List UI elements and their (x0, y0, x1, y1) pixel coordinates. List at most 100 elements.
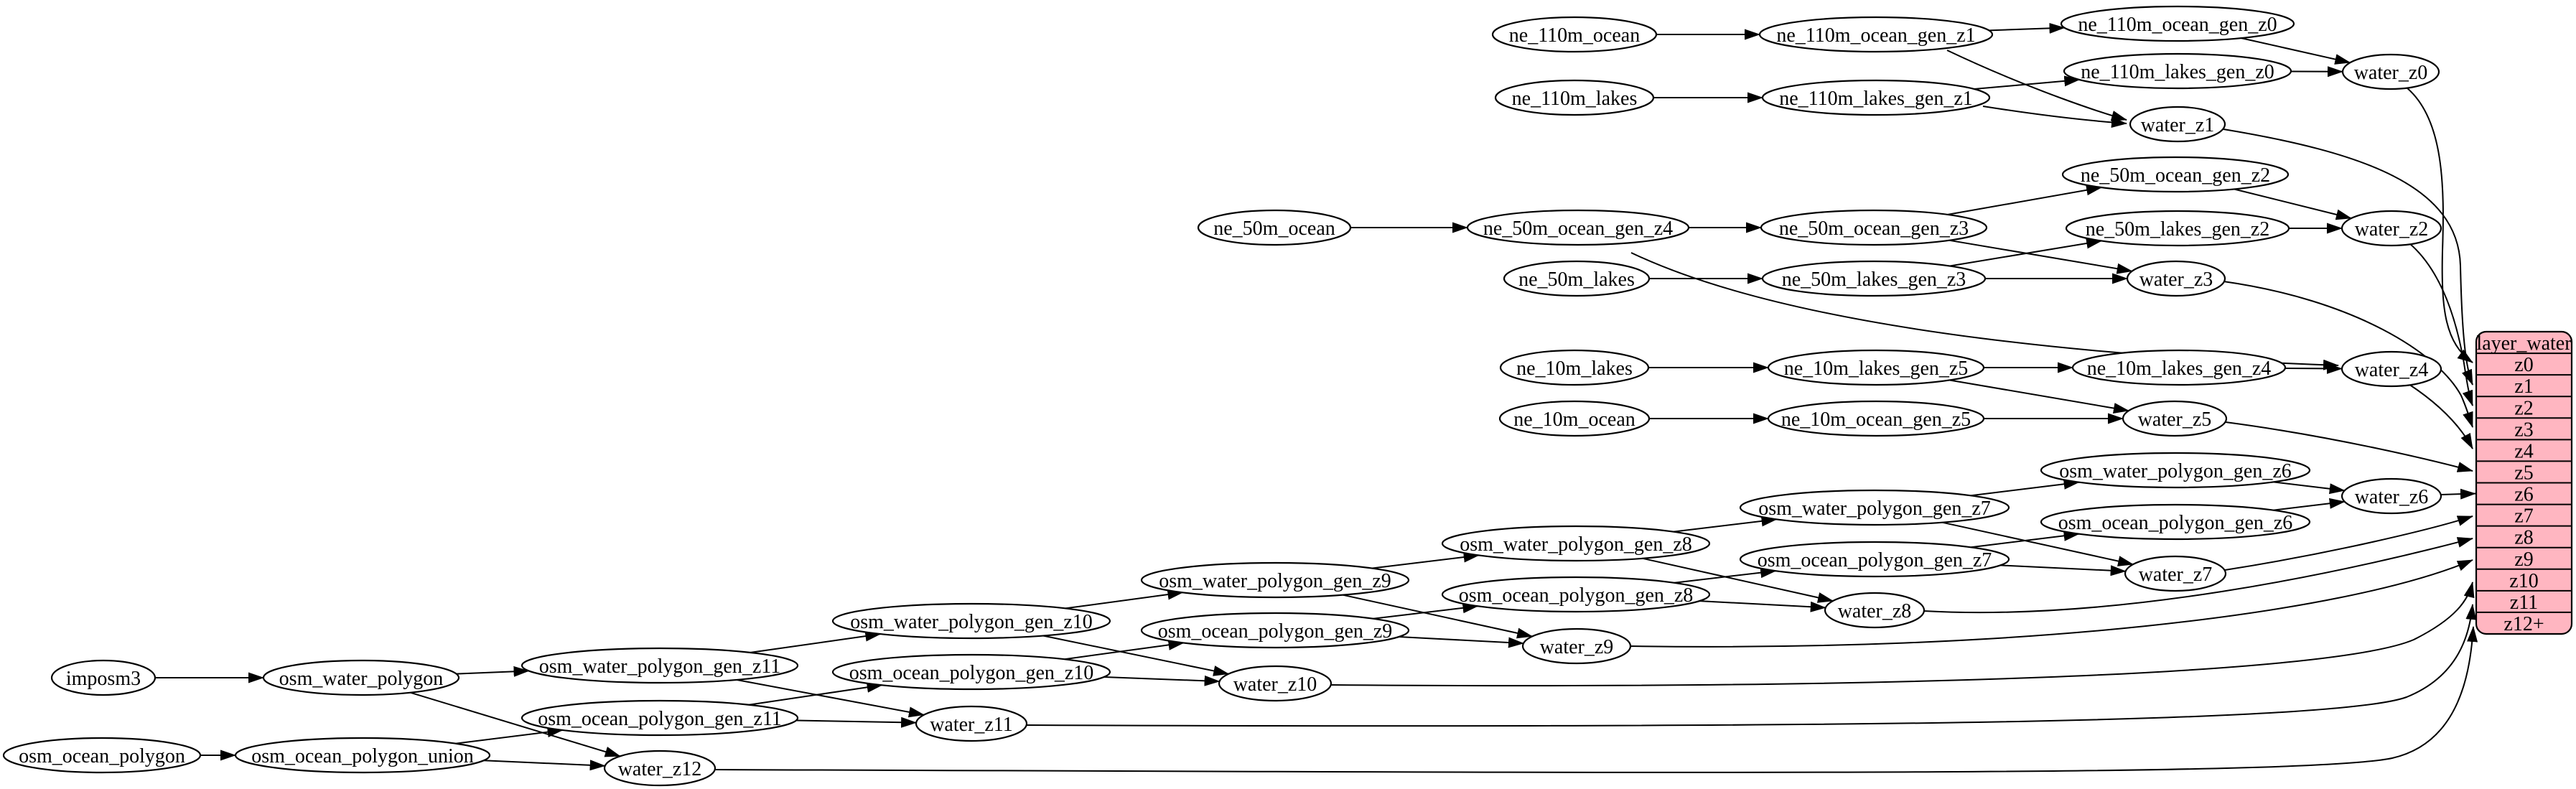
node-osm_ocean_polygon_gen_z6: osm_ocean_polygon_gen_z6 (2040, 503, 2311, 541)
node-ellipse-ne_50m_ocean_gen_z4 (1466, 209, 1690, 246)
node-label-osm_water_polygon_gen_z10: osm_water_polygon_gen_z10 (850, 611, 1093, 633)
layer-water-row-z6: z6 (2514, 484, 2533, 506)
layer-water-row-z2: z2 (2514, 397, 2533, 419)
edge-osm_water_polygon_gen_z7-to-osm_water_polygon_gen_z6 (1971, 478, 2080, 497)
node-ellipse-osm_ocean_polygon_gen_z9 (1140, 612, 1410, 649)
edge-osm_ocean_polygon_gen_z8-to-osm_ocean_polygon_gen_z7 (1674, 567, 1777, 584)
node-ne_110m_ocean: ne_110m_ocean (1491, 16, 1658, 53)
node-ellipse-ne_50m_ocean (1197, 209, 1352, 246)
node-ellipse-ne_10m_ocean (1498, 400, 1651, 437)
edge-osm_water_polygon-to-osm_water_polygon_gen_z11 (456, 666, 530, 677)
node-ne_110m_ocean_gen_z0: ne_110m_ocean_gen_z0 (2060, 5, 2295, 42)
node-label-osm_water_polygon_gen_z9: osm_water_polygon_gen_z9 (1159, 570, 1391, 592)
node-ellipse-ne_110m_ocean_gen_z0 (2060, 5, 2295, 42)
edge-water_z9-to-layer_water-z9 (1629, 559, 2473, 648)
edge-ne_10m_lakes_gen_z5-to-water_z5 (1949, 379, 2129, 414)
edge-osm_ocean_polygon_gen_z11-to-osm_ocean_polygon_gen_z10 (748, 681, 883, 706)
node-ellipse-osm_water_polygon_gen_z10 (831, 602, 1111, 640)
node-ne_50m_ocean_gen_z4: ne_50m_ocean_gen_z4 (1466, 209, 1690, 246)
node-ellipse-water_z6 (2341, 477, 2442, 515)
edge-osm_water_polygon_gen_z8-to-osm_water_polygon_gen_z7 (1673, 515, 1778, 533)
edge-osm_water_polygon_gen_z10-to-osm_water_polygon_gen_z9 (1065, 589, 1184, 610)
edge-water_z6-to-layer_water-z6 (2440, 488, 2476, 500)
node-label-ne_110m_ocean_gen_z1: ne_110m_ocean_gen_z1 (1776, 24, 1975, 47)
layer-water-row-z5: z5 (2514, 462, 2533, 484)
node-label-osm_ocean_polygon_gen_z9: osm_ocean_polygon_gen_z9 (1158, 620, 1393, 643)
edge-osm_ocean_polygon_gen_z10-to-osm_ocean_polygon_gen_z9 (1064, 639, 1185, 660)
node-ellipse-water_z12 (603, 750, 717, 787)
node-ne_50m_lakes_gen_z3: ne_50m_lakes_gen_z3 (1761, 260, 1987, 297)
edge-osm_water_polygon_gen_z9-to-osm_water_polygon_gen_z8 (1372, 551, 1480, 569)
node-ellipse-ne_50m_lakes_gen_z3 (1761, 260, 1987, 297)
edge-ne_50m_ocean_gen_z3-to-ne_50m_ocean_gen_z2 (1947, 185, 2103, 215)
node-label-ne_50m_lakes: ne_50m_lakes (1518, 269, 1635, 291)
node-label-water_z2: water_z2 (2355, 218, 2429, 241)
node-label-water_z3: water_z3 (2139, 269, 2213, 291)
node-osm_ocean_polygon_union: osm_ocean_polygon_union (234, 737, 491, 774)
layer-water-row-z10: z10 (2509, 570, 2538, 592)
layer-water-row-z9: z9 (2514, 548, 2533, 571)
node-ellipse-osm_water_polygon_gen_z7 (1739, 489, 2010, 526)
edge-ne_10m_lakes_gen_z4-to-water_z4 (2285, 363, 2343, 374)
node-ellipse-imposm3 (50, 659, 157, 696)
layer-water-row-z0: z0 (2514, 354, 2533, 376)
edge-ne_110m_lakes_gen_z1-to-water_z1 (1982, 106, 2127, 128)
node-osm_ocean_polygon: osm_ocean_polygon (2, 737, 202, 774)
edge-osm_water_polygon_gen_z8-to-water_z8 (1642, 557, 1834, 603)
node-water_z4: water_z4 (2341, 350, 2442, 388)
layer-water-row-z3: z3 (2514, 419, 2533, 441)
node-imposm3: imposm3 (50, 659, 157, 696)
node-ellipse-osm_ocean_polygon_gen_z11 (521, 699, 799, 737)
node-label-ne_110m_ocean: ne_110m_ocean (1509, 24, 1640, 47)
node-label-ne_50m_lakes_gen_z2: ne_50m_lakes_gen_z2 (2086, 218, 2270, 241)
node-ne_110m_lakes_gen_z0: ne_110m_lakes_gen_z0 (2063, 52, 2292, 90)
node-ellipse-ne_110m_ocean (1491, 16, 1658, 53)
node-ne_110m_lakes_gen_z1: ne_110m_lakes_gen_z1 (1761, 79, 1991, 116)
edges-layer (155, 22, 2478, 773)
node-water_z1: water_z1 (2129, 106, 2226, 143)
node-label-osm_ocean_polygon_gen_z7: osm_ocean_polygon_gen_z7 (1758, 549, 1992, 571)
edge-water_z5-to-layer_water-z5 (2225, 421, 2473, 472)
layer-water-row-z8: z8 (2514, 527, 2533, 549)
node-osm_ocean_polygon_gen_z7: osm_ocean_polygon_gen_z7 (1739, 541, 2010, 578)
node-ne_50m_ocean: ne_50m_ocean (1197, 209, 1352, 246)
node-ne_50m_lakes_gen_z2: ne_50m_lakes_gen_z2 (2065, 210, 2290, 247)
node-ne_10m_lakes_gen_z5: ne_10m_lakes_gen_z5 (1767, 349, 1985, 386)
node-ellipse-water_z10 (1218, 665, 1333, 702)
node-label-ne_10m_ocean_gen_z5: ne_10m_ocean_gen_z5 (1781, 408, 1971, 431)
edge-osm_ocean_polygon_gen_z6-to-water_z6 (2273, 498, 2346, 511)
node-osm_water_polygon_gen_z7: osm_water_polygon_gen_z7 (1739, 489, 2010, 526)
edge-osm_water_polygon_gen_z10-to-water_z10 (1042, 635, 1230, 676)
node-label-water_z11: water_z11 (930, 714, 1013, 736)
edge-water_z3-to-layer_water-z3 (2223, 281, 2473, 428)
layer-water-row-z1: z1 (2514, 375, 2533, 398)
edge-osm_water_polygon_gen_z6-to-water_z6 (2273, 481, 2346, 495)
edge-water_z1-to-layer_water-z1 (2223, 129, 2473, 386)
node-water_z12: water_z12 (603, 750, 717, 787)
node-label-water_z1: water_z1 (2141, 114, 2215, 136)
node-ne_10m_ocean: ne_10m_ocean (1498, 400, 1651, 437)
node-ellipse-osm_water_polygon_gen_z8 (1441, 525, 1711, 562)
node-ne_10m_ocean_gen_z5: ne_10m_ocean_gen_z5 (1767, 400, 1985, 437)
node-ellipse-osm_water_polygon_gen_z6 (2040, 452, 2311, 489)
node-ellipse-water_z2 (2341, 210, 2442, 247)
node-label-water_z9: water_z9 (1540, 636, 1614, 658)
edge-water_z11-to-layer_water-z11 (1026, 604, 2477, 727)
node-ellipse-water_z4 (2341, 350, 2442, 388)
node-ellipse-osm_ocean_polygon_gen_z7 (1739, 541, 2010, 578)
node-label-osm_water_polygon_gen_z11: osm_water_polygon_gen_z11 (539, 655, 780, 678)
node-ellipse-ne_110m_lakes_gen_z0 (2063, 52, 2292, 90)
layer-water-row-z12plus: z12+ (2503, 613, 2544, 635)
node-osm_water_polygon_gen_z8: osm_water_polygon_gen_z8 (1441, 525, 1711, 562)
edge-osm_water_polygon_gen_z11-to-water_z11 (736, 678, 925, 718)
layer-water-table: layer_waterz0z1z2z3z4z5z6z7z8z9z10z11z12… (2475, 330, 2573, 635)
node-ellipse-ne_110m_lakes_gen_z1 (1761, 79, 1991, 116)
table-layer: layer_waterz0z1z2z3z4z5z6z7z8z9z10z11z12… (2475, 330, 2573, 635)
edge-ne_50m_lakes_gen_z3-to-ne_50m_lakes_gen_z2 (1949, 238, 2103, 267)
node-label-water_z0: water_z0 (2354, 62, 2428, 84)
edge-osm_ocean_polygon_union-to-water_z12 (483, 760, 606, 771)
node-ellipse-ne_10m_lakes_gen_z4 (2071, 349, 2287, 386)
edge-ne_50m_ocean_gen_z4-to-water_z4 (1630, 252, 2339, 370)
node-ne_110m_lakes: ne_110m_lakes (1494, 79, 1655, 116)
